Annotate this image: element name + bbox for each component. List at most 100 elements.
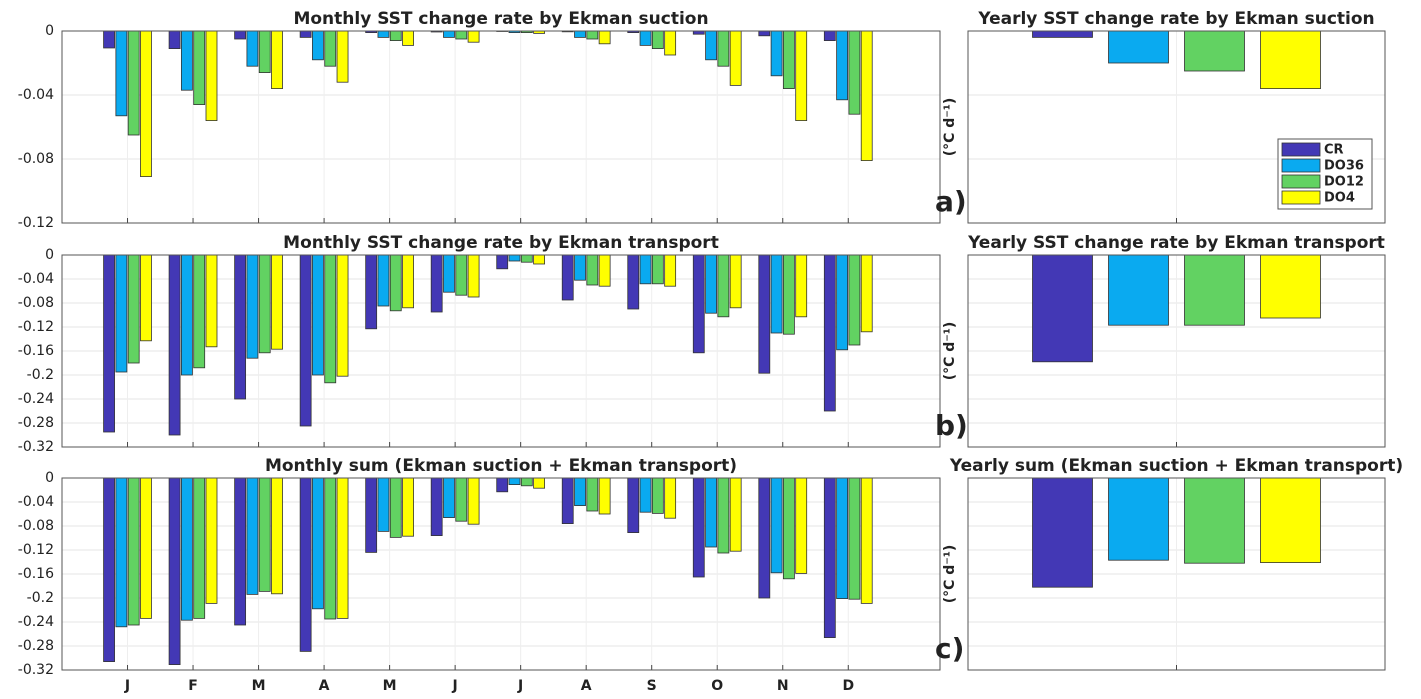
bar <box>730 255 741 308</box>
bar <box>300 31 311 37</box>
bar <box>247 478 258 594</box>
bar <box>730 478 741 551</box>
bar <box>824 478 835 638</box>
bar <box>706 255 717 313</box>
y-tick-label: -0.12 <box>18 542 54 558</box>
bar <box>403 255 414 308</box>
chart-title: Monthly SST change rate by Ekman transpo… <box>283 233 719 253</box>
bar <box>300 478 311 651</box>
bar <box>431 255 442 312</box>
bar <box>796 478 807 573</box>
bar <box>378 255 389 306</box>
x-tick-label: N <box>777 678 789 694</box>
bar <box>497 478 508 492</box>
x-tick-label: J <box>124 678 130 694</box>
bar <box>665 478 676 518</box>
x-tick-label: F <box>188 678 198 694</box>
bar <box>443 255 454 292</box>
bar <box>325 478 336 619</box>
bar <box>497 255 508 269</box>
bar <box>247 255 258 358</box>
bar <box>140 31 151 177</box>
bar <box>534 478 545 488</box>
panel-label: b) <box>935 409 968 442</box>
y-tick-label: -0.16 <box>18 566 54 582</box>
y-tick-label: -0.12 <box>18 215 54 231</box>
bar <box>104 31 115 48</box>
bar <box>599 31 610 44</box>
bar <box>837 478 848 599</box>
x-tick-label: M <box>252 678 266 694</box>
bar <box>366 478 377 552</box>
legend-swatch <box>1282 191 1320 204</box>
bar <box>534 255 545 264</box>
bar <box>116 255 127 372</box>
y-tick-label: -0.08 <box>18 151 54 167</box>
x-tick-label: D <box>842 678 854 694</box>
bar <box>337 255 348 376</box>
bar <box>759 255 770 373</box>
y-tick-label: -0.12 <box>18 319 54 335</box>
bar <box>861 255 872 332</box>
bar <box>325 31 336 66</box>
y-tick-label: -0.08 <box>18 518 54 534</box>
bar <box>312 255 323 375</box>
bar <box>861 478 872 603</box>
y-tick-label: -0.2 <box>27 590 54 606</box>
bar <box>1109 31 1169 63</box>
x-tick-label: O <box>711 678 723 694</box>
bar <box>272 478 283 594</box>
bar <box>628 478 639 533</box>
bar <box>706 31 717 60</box>
bar <box>628 255 639 309</box>
bar <box>599 478 610 514</box>
x-tick-label: A <box>319 678 330 694</box>
bar <box>1033 255 1093 362</box>
bar <box>640 478 651 512</box>
bar <box>206 478 217 603</box>
bar <box>378 31 389 37</box>
legend-label: DO4 <box>1324 191 1355 206</box>
chart-title: Yearly sum (Ekman suction + Ekman transp… <box>949 456 1403 476</box>
bar <box>771 478 782 573</box>
bar <box>706 478 717 547</box>
bar <box>718 478 729 553</box>
bar <box>783 478 794 579</box>
x-tick-label: S <box>647 678 657 694</box>
bar <box>837 255 848 350</box>
legend-swatch <box>1282 143 1320 156</box>
bar <box>575 255 586 280</box>
bar <box>140 478 151 618</box>
bar <box>652 255 663 284</box>
bar <box>169 478 180 665</box>
legend-label: CR <box>1324 143 1344 158</box>
y-tick-label: -0.2 <box>27 367 54 383</box>
bar <box>730 31 741 85</box>
bar <box>783 31 794 89</box>
bar <box>272 31 283 89</box>
panel-label: c) <box>935 632 964 665</box>
bar <box>759 31 770 36</box>
bar <box>259 31 270 73</box>
bar <box>247 31 258 66</box>
bar <box>562 255 573 300</box>
bar <box>390 255 401 311</box>
bar <box>1033 478 1093 587</box>
bar <box>640 255 651 284</box>
bar <box>521 478 532 486</box>
bar <box>665 31 676 55</box>
bar <box>128 478 139 625</box>
bar <box>575 31 586 37</box>
bar <box>1261 31 1321 89</box>
legend-swatch <box>1282 175 1320 188</box>
bar <box>312 478 323 609</box>
bar <box>431 478 442 536</box>
bar <box>693 478 704 577</box>
bar <box>390 31 401 41</box>
bar <box>665 255 676 286</box>
bar <box>1109 255 1169 325</box>
bar <box>128 255 139 363</box>
bar <box>206 255 217 347</box>
bar <box>366 255 377 329</box>
